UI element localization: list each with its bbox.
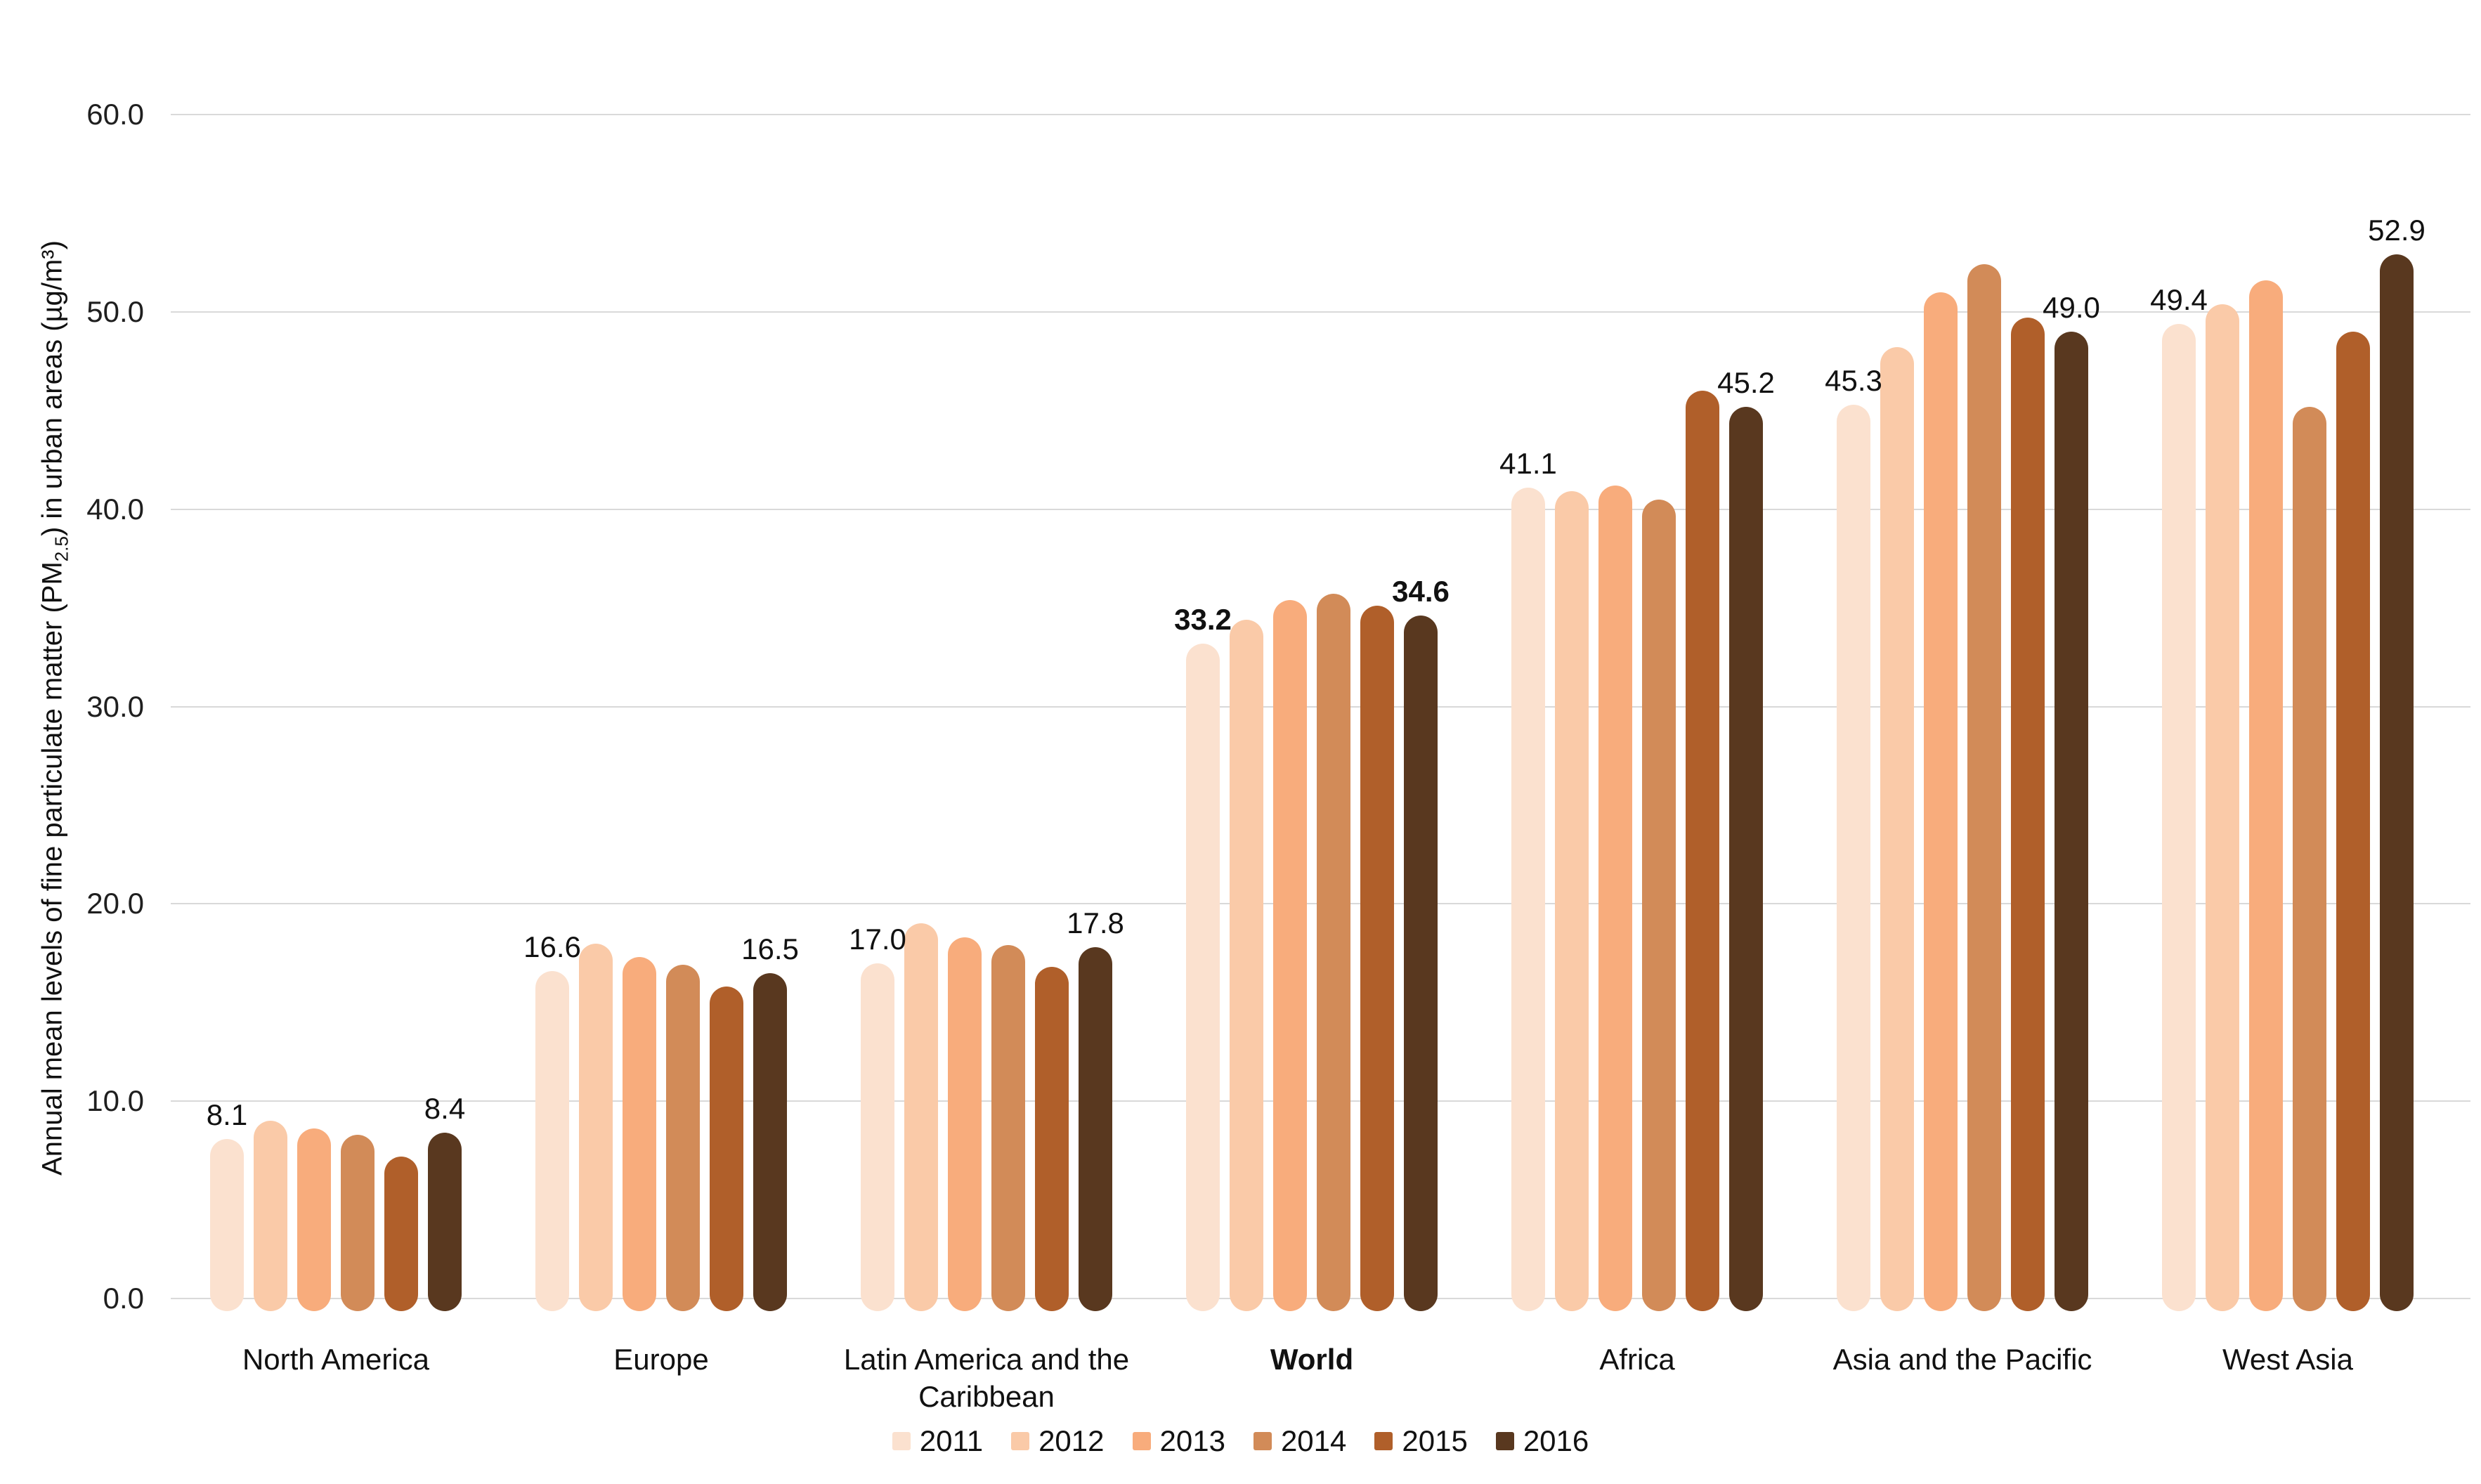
y-tick-label: 30.0	[86, 689, 144, 723]
gridline	[171, 311, 2470, 313]
bar-2014[interactable]	[1642, 499, 1676, 1311]
bar-2011[interactable]	[1837, 404, 1870, 1311]
bar-2015[interactable]	[1686, 391, 1719, 1311]
value-label: 34.6	[1392, 575, 1450, 608]
value-label: 49.0	[2043, 290, 2100, 324]
bar-2013[interactable]	[1598, 485, 1632, 1311]
legend-item-2012[interactable]: 2012	[1011, 1424, 1105, 1457]
value-label: 49.4	[2150, 282, 2208, 316]
y-tick-label: 10.0	[86, 1084, 144, 1118]
y-axis-title-sub: 2.5	[51, 536, 72, 562]
bar-2012[interactable]	[2206, 304, 2239, 1311]
bar-2016[interactable]	[2380, 254, 2414, 1311]
bar-2012[interactable]	[1230, 619, 1263, 1311]
gridline	[171, 114, 2470, 115]
category-label: Latin America and the Caribbean	[843, 1343, 1130, 1413]
bar-2016[interactable]	[1404, 616, 1438, 1311]
gridline	[171, 508, 2470, 510]
bar-2012[interactable]	[579, 943, 613, 1311]
bar-2014[interactable]	[1967, 264, 2001, 1311]
legend-item-2011[interactable]: 2011	[892, 1425, 983, 1457]
value-label: 41.1	[1499, 446, 1557, 480]
bar-2013[interactable]	[2249, 280, 2283, 1311]
bar-2011[interactable]	[535, 970, 569, 1311]
value-label: 45.3	[1825, 363, 1882, 397]
bar-2014[interactable]	[1317, 594, 1350, 1311]
legend-item-2014[interactable]: 2014	[1253, 1425, 1346, 1457]
bar-2016[interactable]	[753, 972, 787, 1311]
y-axis-title-pre: Annual mean levels of fine particulate m…	[37, 561, 68, 1176]
legend-swatch	[1374, 1432, 1393, 1450]
category-label: Africa	[1599, 1343, 1675, 1376]
bar-2016[interactable]	[1729, 406, 1763, 1311]
value-label: 8.4	[424, 1092, 466, 1126]
bar-2013[interactable]	[1924, 292, 1958, 1311]
bar-2011[interactable]	[1186, 643, 1220, 1311]
bar-2012[interactable]	[254, 1121, 287, 1311]
bar-2011[interactable]	[1511, 487, 1545, 1311]
bar-2015[interactable]	[1360, 606, 1394, 1311]
bar-2014[interactable]	[341, 1134, 375, 1311]
legend-label: 2015	[1402, 1424, 1468, 1457]
bar-2015[interactable]	[2336, 331, 2370, 1311]
legend-swatch	[1132, 1432, 1151, 1450]
bar-2012[interactable]	[904, 923, 938, 1311]
category-label: North America	[242, 1343, 430, 1376]
bar-2013[interactable]	[623, 957, 656, 1311]
legend-label: 2016	[1523, 1424, 1589, 1457]
y-tick-label: 20.0	[86, 887, 144, 920]
bar-2016[interactable]	[1079, 947, 1112, 1311]
legend-item-2013[interactable]: 2013	[1132, 1424, 1225, 1457]
y-tick-label: 0.0	[103, 1282, 144, 1315]
bar-2013[interactable]	[948, 937, 982, 1311]
y-axis-title-post: ) in urban areas (µg/m³)	[37, 240, 68, 537]
bar-2013[interactable]	[297, 1128, 331, 1311]
bar-2014[interactable]	[991, 945, 1025, 1311]
category-label: Europe	[613, 1343, 709, 1376]
legend-item-2015[interactable]: 2015	[1374, 1424, 1468, 1457]
bar-2011[interactable]	[210, 1138, 244, 1311]
bar-2015[interactable]	[384, 1156, 418, 1311]
value-label: 33.2	[1174, 602, 1232, 636]
category-label: West Asia	[2222, 1343, 2353, 1376]
legend-swatch	[1011, 1432, 1030, 1450]
category-label: Asia and the Pacific	[1832, 1343, 2092, 1376]
bar-2011[interactable]	[861, 963, 894, 1311]
legend-swatch	[1495, 1432, 1514, 1450]
value-label: 16.5	[741, 932, 799, 965]
bar-2012[interactable]	[1555, 491, 1589, 1311]
bar-2011[interactable]	[2162, 323, 2196, 1311]
value-label: 17.8	[1067, 906, 1124, 940]
bar-2015[interactable]	[1035, 967, 1069, 1311]
legend-label: 2011	[919, 1424, 984, 1457]
bar-2015[interactable]	[2011, 318, 2045, 1311]
value-label: 16.6	[523, 930, 581, 963]
value-label: 45.2	[1717, 365, 1775, 399]
value-label: 52.9	[2368, 214, 2425, 247]
value-label: 8.1	[206, 1098, 248, 1131]
category-label: World	[1270, 1343, 1354, 1376]
legend: 2011 2012 2013 2014 2015 2016	[0, 1425, 2481, 1457]
value-label: 17.0	[849, 922, 906, 956]
legend-item-2016[interactable]: 2016	[1495, 1424, 1589, 1457]
bar-2014[interactable]	[666, 965, 700, 1311]
bar-2016[interactable]	[2055, 331, 2088, 1311]
legend-label: 2014	[1280, 1424, 1347, 1457]
bar-2012[interactable]	[1880, 347, 1914, 1311]
legend-label: 2013	[1159, 1424, 1225, 1457]
bar-2015[interactable]	[710, 987, 743, 1311]
bar-2016[interactable]	[428, 1133, 462, 1311]
bar-2014[interactable]	[2293, 406, 2326, 1311]
legend-swatch	[1253, 1432, 1272, 1450]
y-tick-label: 40.0	[86, 492, 144, 526]
legend-label: 2012	[1038, 1424, 1105, 1457]
bar-2013[interactable]	[1273, 599, 1307, 1311]
y-tick-label: 50.0	[86, 294, 144, 328]
legend-swatch	[892, 1432, 911, 1450]
y-tick-label: 60.0	[86, 98, 144, 131]
